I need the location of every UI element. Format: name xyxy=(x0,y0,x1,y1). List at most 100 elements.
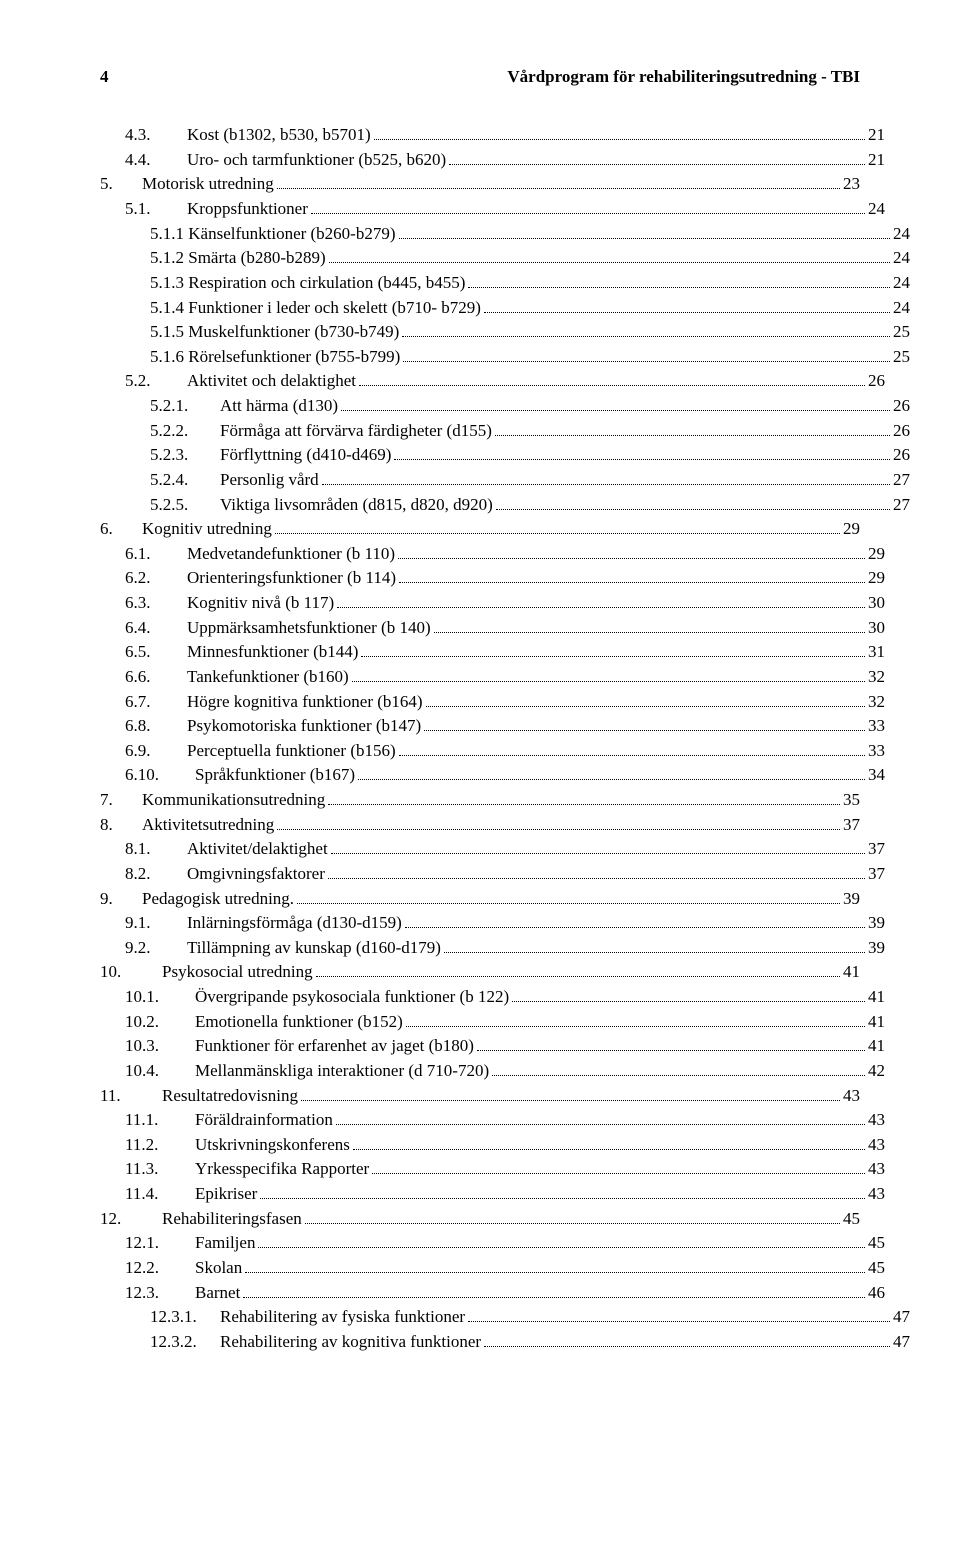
toc-entry-page: 27 xyxy=(893,493,910,517)
toc-leader-dots xyxy=(372,1173,865,1174)
toc-leader-dots xyxy=(402,336,890,337)
toc-entry-label: 4.3.Kost (b1302, b530, b5701) xyxy=(125,123,371,147)
toc-row: 12.3.1.Rehabilitering av fysiska funktio… xyxy=(100,1305,910,1329)
toc-entry-title: Epikriser xyxy=(195,1184,257,1203)
toc-entry-page: 43 xyxy=(868,1108,885,1132)
toc-leader-dots xyxy=(492,1075,865,1076)
toc-entry-number: 6.8. xyxy=(125,714,187,738)
toc-leader-dots xyxy=(297,903,840,904)
toc-entry-label: 5.2.5.Viktiga livsområden (d815, d820, d… xyxy=(150,493,493,517)
toc-entry-page: 37 xyxy=(868,837,885,861)
toc-entry-page: 43 xyxy=(868,1133,885,1157)
toc-row: 12.Rehabiliteringsfasen 45 xyxy=(100,1207,860,1231)
toc-entry-page: 26 xyxy=(893,419,910,443)
toc-entry-title: Att härma (d130) xyxy=(220,396,338,415)
toc-entry-page: 26 xyxy=(893,443,910,467)
toc-entry-title: 5.1.4 Funktioner i leder och skelett (b7… xyxy=(150,298,481,317)
toc-entry-number: 5.2.3. xyxy=(150,443,220,467)
toc-row: 6.1.Medvetandefunktioner (b 110) 29 xyxy=(100,542,885,566)
toc-entry-number: 6.5. xyxy=(125,640,187,664)
toc-entry-number: 10.1. xyxy=(125,985,195,1009)
toc-leader-dots xyxy=(484,312,890,313)
toc-entry-number: 5.2. xyxy=(125,369,187,393)
toc-entry-title: Föräldrainformation xyxy=(195,1110,333,1129)
toc-row: 6.6.Tankefunktioner (b160) 32 xyxy=(100,665,885,689)
toc-entry-title: Perceptuella funktioner (b156) xyxy=(187,741,396,760)
toc-entry-number: 8.1. xyxy=(125,837,187,861)
toc-entry-label: 11.2.Utskrivningskonferens xyxy=(125,1133,350,1157)
toc-entry-page: 21 xyxy=(868,148,885,172)
toc-entry-page: 41 xyxy=(868,1034,885,1058)
toc-entry-title: Rehabilitering av fysiska funktioner xyxy=(220,1307,465,1326)
toc-leader-dots xyxy=(434,632,865,633)
toc-row: 6.8.Psykomotoriska funktioner (b147) 33 xyxy=(100,714,885,738)
toc-row: 6.10.Språkfunktioner (b167) 34 xyxy=(100,763,885,787)
toc-leader-dots xyxy=(403,361,890,362)
toc-row: 10.1.Övergripande psykosociala funktione… xyxy=(100,985,885,1009)
toc-leader-dots xyxy=(424,730,865,731)
toc-entry-label: 5.2.Aktivitet och delaktighet xyxy=(125,369,356,393)
toc-entry-label: 12.Rehabiliteringsfasen xyxy=(100,1207,302,1231)
toc-entry-label: 5.1.Kroppsfunktioner xyxy=(125,197,308,221)
toc-entry-label: 5.1.2 Smärta (b280-b289) xyxy=(150,246,326,270)
toc-entry-label: 9.Pedagogisk utredning. xyxy=(100,887,294,911)
toc-entry-label: 10.1.Övergripande psykosociala funktione… xyxy=(125,985,509,1009)
toc-entry-title: Pedagogisk utredning. xyxy=(142,889,294,908)
toc-entry-page: 34 xyxy=(868,763,885,787)
toc-leader-dots xyxy=(277,829,840,830)
toc-entry-title: Motorisk utredning xyxy=(142,174,274,193)
toc-entry-number: 10.3. xyxy=(125,1034,195,1058)
toc-leader-dots xyxy=(353,1149,865,1150)
toc-entry-number: 11.3. xyxy=(125,1157,195,1181)
toc-row: 6.7.Högre kognitiva funktioner (b164) 32 xyxy=(100,690,885,714)
toc-leader-dots xyxy=(359,385,865,386)
toc-row: 6.Kognitiv utredning 29 xyxy=(100,517,860,541)
toc-row: 9.Pedagogisk utredning. 39 xyxy=(100,887,860,911)
toc-entry-label: 12.2.Skolan xyxy=(125,1256,242,1280)
toc-row: 4.3.Kost (b1302, b530, b5701) 21 xyxy=(100,123,885,147)
toc-entry-title: Språkfunktioner (b167) xyxy=(195,765,355,784)
toc-entry-number: 9. xyxy=(100,887,142,911)
toc-entry-page: 33 xyxy=(868,739,885,763)
toc-entry-page: 33 xyxy=(868,714,885,738)
toc-entry-label: 6.1.Medvetandefunktioner (b 110) xyxy=(125,542,395,566)
toc-entry-title: Minnesfunktioner (b144) xyxy=(187,642,358,661)
toc-leader-dots xyxy=(399,755,865,756)
toc-entry-title: Högre kognitiva funktioner (b164) xyxy=(187,692,423,711)
toc-leader-dots xyxy=(258,1247,865,1248)
toc-entry-number: 6. xyxy=(100,517,142,541)
toc-leader-dots xyxy=(322,484,890,485)
toc-leader-dots xyxy=(374,139,865,140)
toc-leader-dots xyxy=(405,927,865,928)
toc-row: 6.3.Kognitiv nivå (b 117) 30 xyxy=(100,591,885,615)
toc-leader-dots xyxy=(426,706,865,707)
toc-entry-page: 29 xyxy=(868,566,885,590)
toc-row: 5.1.2 Smärta (b280-b289) 24 xyxy=(100,246,910,270)
toc-entry-label: 6.10.Språkfunktioner (b167) xyxy=(125,763,355,787)
toc-entry-title: Personlig vård xyxy=(220,470,319,489)
toc-entry-title: Familjen xyxy=(195,1233,255,1252)
toc-entry-title: Förmåga att förvärva färdigheter (d155) xyxy=(220,421,492,440)
toc-leader-dots xyxy=(337,607,865,608)
toc-entry-label: 5.1.3 Respiration och cirkulation (b445,… xyxy=(150,271,465,295)
toc-row: 5.1.3 Respiration och cirkulation (b445,… xyxy=(100,271,910,295)
toc-leader-dots xyxy=(449,164,865,165)
toc-entry-page: 32 xyxy=(868,665,885,689)
toc-entry-page: 30 xyxy=(868,616,885,640)
toc-entry-label: 10.Psykosocial utredning xyxy=(100,960,313,984)
toc-entry-number: 9.1. xyxy=(125,911,187,935)
toc-row: 5.1.5 Muskelfunktioner (b730-b749) 25 xyxy=(100,320,910,344)
toc-leader-dots xyxy=(352,681,865,682)
toc-leader-dots xyxy=(277,188,840,189)
toc-entry-label: 10.3.Funktioner för erfarenhet av jaget … xyxy=(125,1034,474,1058)
toc-entry-label: 12.1.Familjen xyxy=(125,1231,255,1255)
toc-entry-page: 25 xyxy=(893,345,910,369)
toc-entry-page: 27 xyxy=(893,468,910,492)
toc-row: 5.2.4.Personlig vård 27 xyxy=(100,468,910,492)
toc-leader-dots xyxy=(358,779,865,780)
toc-entry-number: 6.9. xyxy=(125,739,187,763)
toc-entry-number: 10. xyxy=(100,960,162,984)
toc-entry-number: 5.2.4. xyxy=(150,468,220,492)
toc-row: 10.Psykosocial utredning 41 xyxy=(100,960,860,984)
toc-leader-dots xyxy=(444,952,865,953)
